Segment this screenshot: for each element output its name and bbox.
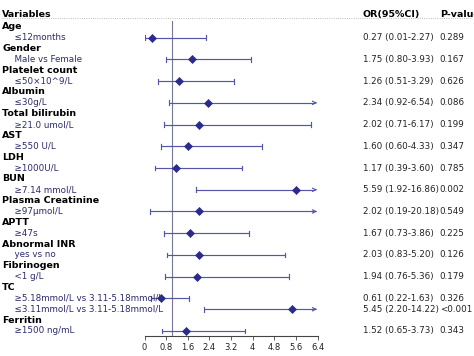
Text: <1 g/L: <1 g/L (9, 272, 43, 281)
Text: Ferritin: Ferritin (2, 316, 42, 325)
Text: P-value: P-value (440, 10, 474, 19)
Text: Age: Age (2, 22, 23, 31)
Text: ≤50×10^9/L: ≤50×10^9/L (9, 77, 72, 85)
Text: ≥1000U/L: ≥1000U/L (9, 163, 58, 173)
Text: 0.27 (0.01-2.27): 0.27 (0.01-2.27) (363, 33, 433, 42)
Text: ≥7.14 mmol/L: ≥7.14 mmol/L (9, 185, 76, 194)
Text: Platelet count: Platelet count (2, 66, 78, 75)
Text: ≥47s: ≥47s (9, 229, 37, 238)
Text: 5.45 (2.20-14.22): 5.45 (2.20-14.22) (363, 305, 438, 314)
Text: AST: AST (2, 131, 23, 140)
Text: 0.167: 0.167 (440, 55, 465, 64)
Text: 1.52 (0.65-3.73): 1.52 (0.65-3.73) (363, 326, 434, 335)
Text: 0.343: 0.343 (440, 326, 465, 335)
Text: 1.67 (0.73-3.86): 1.67 (0.73-3.86) (363, 229, 434, 238)
Text: 0.626: 0.626 (440, 77, 465, 85)
Text: 2.03 (0.83-5.20): 2.03 (0.83-5.20) (363, 250, 434, 260)
Text: TC: TC (2, 283, 16, 292)
Text: Gender: Gender (2, 44, 41, 53)
Text: ≤30g/L: ≤30g/L (9, 98, 46, 108)
Text: ≥550 U/L: ≥550 U/L (9, 142, 55, 151)
Text: yes vs no: yes vs no (9, 250, 55, 260)
Text: Variables: Variables (2, 10, 52, 19)
Text: ≤12months: ≤12months (9, 33, 65, 42)
Text: 0.289: 0.289 (440, 33, 465, 42)
Text: 0.199: 0.199 (440, 120, 465, 129)
Text: 0.225: 0.225 (440, 229, 465, 238)
Text: 5.59 (1.92-16.86): 5.59 (1.92-16.86) (363, 185, 438, 194)
Text: LDH: LDH (2, 153, 24, 162)
Text: ≥97μmol/L: ≥97μmol/L (9, 207, 62, 216)
Text: ≥1500 ng/mL: ≥1500 ng/mL (9, 326, 74, 335)
Text: ≤3.11mmol/L vs 3.11-5.18mmol/L: ≤3.11mmol/L vs 3.11-5.18mmol/L (9, 305, 163, 314)
Text: ≥5.18mmol/L vs 3.11-5.18mmol/L: ≥5.18mmol/L vs 3.11-5.18mmol/L (9, 294, 163, 303)
Text: 0.347: 0.347 (440, 142, 465, 151)
Text: 0.179: 0.179 (440, 272, 465, 281)
Text: Abnormal INR: Abnormal INR (2, 240, 76, 248)
Text: OR(95%CI): OR(95%CI) (363, 10, 420, 19)
Text: Plasma Creatinine: Plasma Creatinine (2, 196, 100, 205)
Text: APTT: APTT (2, 218, 30, 227)
Text: 0.086: 0.086 (440, 98, 465, 108)
Text: 1.94 (0.76-5.36): 1.94 (0.76-5.36) (363, 272, 433, 281)
Text: <0.001: <0.001 (440, 305, 472, 314)
Text: 2.34 (0.92-6.54): 2.34 (0.92-6.54) (363, 98, 433, 108)
Text: BUN: BUN (2, 174, 25, 183)
Text: 2.02 (0.71-6.17): 2.02 (0.71-6.17) (363, 120, 433, 129)
Text: Total bilirubin: Total bilirubin (2, 109, 76, 118)
Text: 1.17 (0.39-3.60): 1.17 (0.39-3.60) (363, 163, 433, 173)
Text: ≥21.0 umol/L: ≥21.0 umol/L (9, 120, 73, 129)
Text: 0.126: 0.126 (440, 250, 465, 260)
Text: 1.60 (0.60-4.33): 1.60 (0.60-4.33) (363, 142, 433, 151)
Text: 0.61 (0.22-1.63): 0.61 (0.22-1.63) (363, 294, 433, 303)
Text: 0.785: 0.785 (440, 163, 465, 173)
Text: Fibrinogen: Fibrinogen (2, 261, 60, 270)
Text: 0.549: 0.549 (440, 207, 465, 216)
Text: 2.02 (0.19-20.18): 2.02 (0.19-20.18) (363, 207, 439, 216)
Text: Male vs Female: Male vs Female (9, 55, 82, 64)
Text: 1.26 (0.51-3.29): 1.26 (0.51-3.29) (363, 77, 433, 85)
Text: Albumin: Albumin (2, 88, 46, 96)
Text: 0.326: 0.326 (440, 294, 465, 303)
Text: 1.75 (0.80-3.93): 1.75 (0.80-3.93) (363, 55, 434, 64)
Text: 0.002: 0.002 (440, 185, 465, 194)
